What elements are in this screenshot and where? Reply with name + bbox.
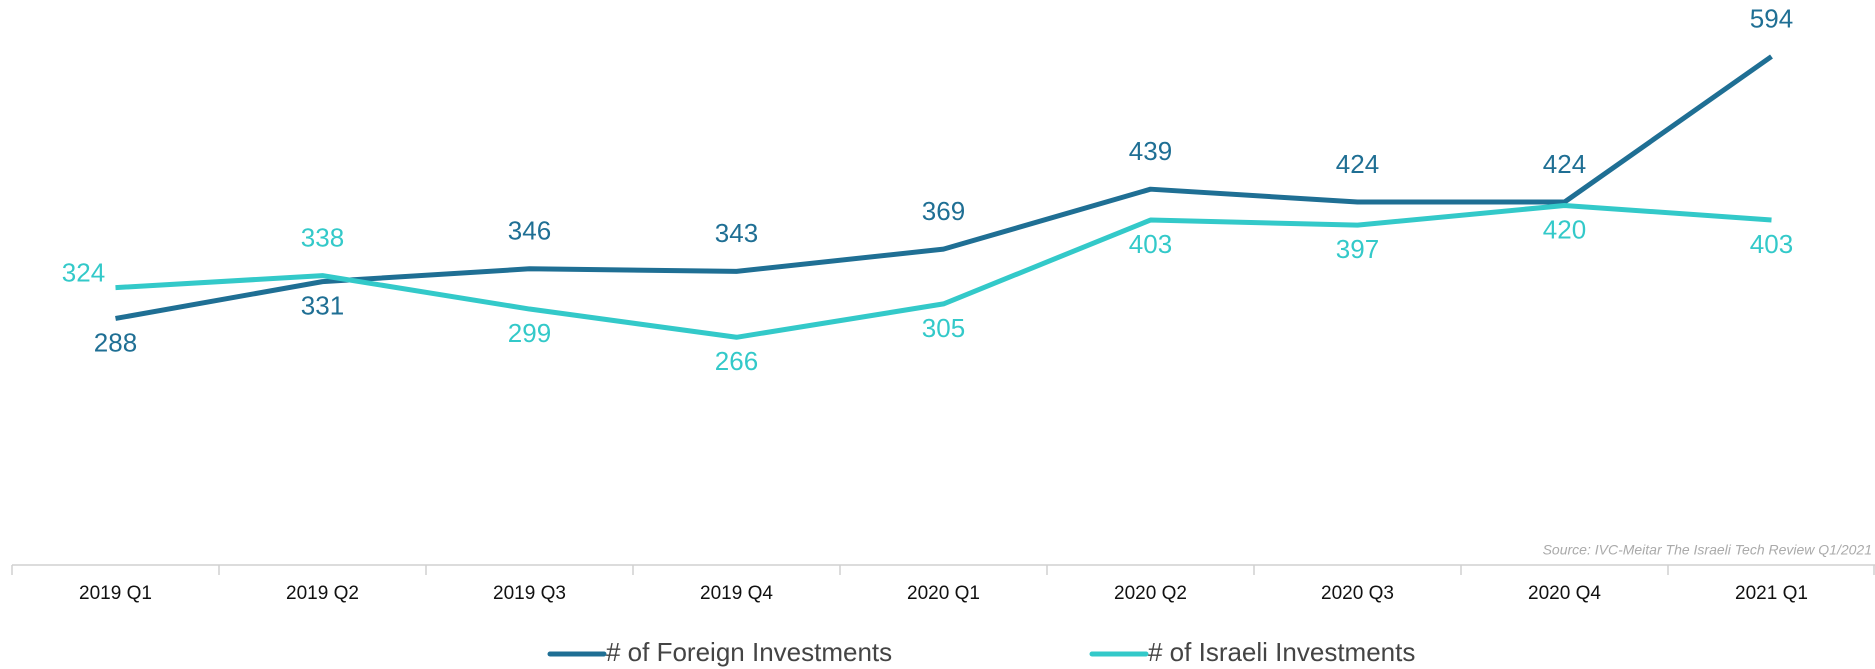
legend-label: # of Israeli Investments	[1148, 637, 1415, 667]
data-label: 343	[715, 218, 758, 248]
data-label: 346	[508, 216, 551, 246]
x-tick-label: 2021 Q1	[1735, 583, 1808, 604]
data-label: 324	[62, 258, 105, 288]
x-tick-label: 2020 Q2	[1114, 583, 1187, 604]
data-label: 420	[1543, 214, 1586, 244]
legend-label: # of Foreign Investments	[606, 637, 892, 667]
data-label: 305	[922, 313, 965, 343]
x-tick-label: 2019 Q3	[493, 583, 566, 604]
data-label: 266	[715, 346, 758, 376]
x-tick-label: 2019 Q1	[79, 583, 152, 604]
data-label: 369	[922, 196, 965, 226]
x-tick-label: 2020 Q1	[907, 583, 980, 604]
data-label: 397	[1336, 234, 1379, 264]
series-line	[115, 54, 1773, 321]
x-tick-label: 2020 Q3	[1321, 583, 1394, 604]
data-label: 424	[1543, 149, 1586, 179]
data-label: 594	[1750, 3, 1793, 33]
data-label: 403	[1129, 229, 1172, 259]
x-tick-label: 2019 Q2	[286, 583, 359, 604]
data-label: 338	[301, 223, 344, 253]
x-tick-label: 2019 Q4	[700, 583, 773, 604]
data-label: 439	[1129, 136, 1172, 166]
data-label: 299	[508, 318, 551, 348]
source-note: Source: IVC-Meitar The Israeli Tech Revi…	[1543, 542, 1872, 558]
series-line	[115, 202, 1772, 340]
x-tick-label: 2020 Q4	[1528, 583, 1601, 604]
data-label: 331	[301, 291, 344, 321]
data-label: 403	[1750, 229, 1793, 259]
data-label: 288	[94, 327, 137, 357]
data-label: 424	[1336, 149, 1379, 179]
